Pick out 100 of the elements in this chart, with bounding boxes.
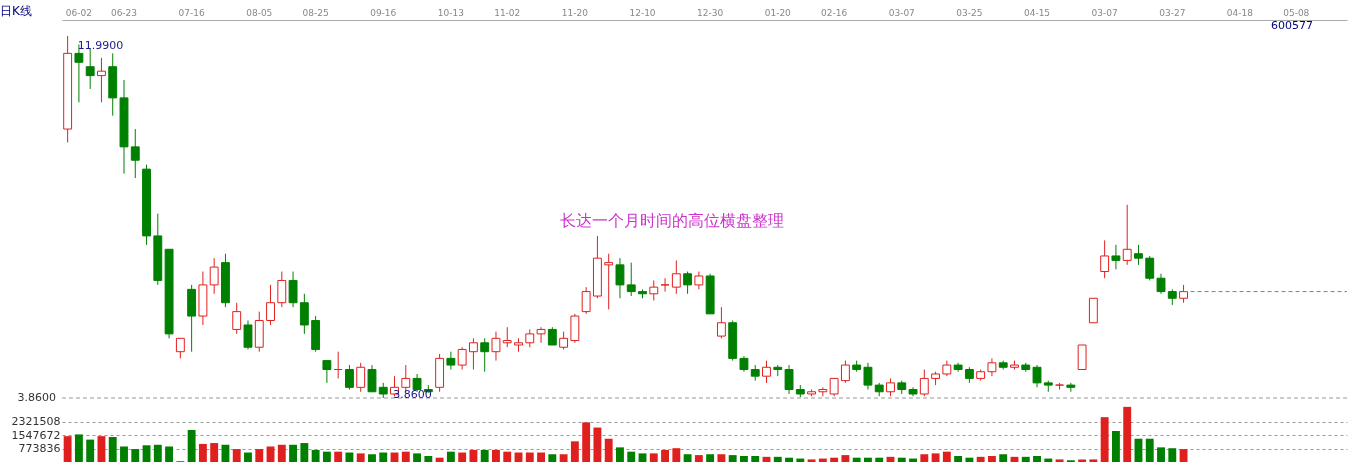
- bar: [469, 449, 478, 462]
- x-tick-label: 04-15: [1023, 7, 1051, 18]
- bar: [807, 459, 816, 462]
- bar: [706, 454, 715, 462]
- bar: [593, 427, 602, 462]
- candlestick: [502, 326, 512, 348]
- x-tick-label: 09-16: [370, 7, 397, 18]
- x-tick-label: 08-05: [246, 7, 273, 18]
- bar: [920, 454, 929, 462]
- candlestick: [491, 331, 501, 362]
- bar: [604, 438, 613, 462]
- bar: [131, 449, 140, 462]
- bar: [773, 456, 782, 462]
- bar: [537, 452, 545, 462]
- bar: [1111, 430, 1120, 462]
- bar: [864, 457, 872, 462]
- bar: [638, 453, 647, 462]
- y-tick-label: 2321508: [11, 415, 61, 429]
- bar: [1168, 448, 1177, 462]
- x-tick-label: 06-02: [65, 7, 92, 18]
- bar: [244, 452, 252, 462]
- x-tick-label: 06-23: [110, 7, 138, 18]
- x-tick-label: 12-10: [629, 7, 656, 18]
- candlestick: [480, 337, 490, 373]
- bar: [559, 454, 568, 462]
- candlestick: [97, 57, 106, 103]
- y-tick-label: 1547672: [11, 428, 61, 442]
- bar: [976, 456, 985, 462]
- bar: [627, 451, 636, 462]
- bar: [232, 449, 241, 462]
- candlestick: [1122, 204, 1132, 266]
- candlestick: [175, 337, 185, 359]
- x-tick-label: 08-25: [302, 7, 329, 18]
- x-tick-label: 02-16: [821, 7, 848, 18]
- candlestick: [1032, 364, 1042, 388]
- candlestick: [277, 271, 287, 308]
- annotation: 3.8600: [393, 388, 432, 401]
- bar: [300, 443, 309, 462]
- candlestick: [919, 369, 929, 397]
- bar: [694, 455, 703, 462]
- bar: [322, 451, 331, 462]
- bar: [446, 451, 455, 462]
- bar: [198, 443, 207, 462]
- candlestick: [671, 259, 681, 295]
- candlestick: [581, 286, 591, 315]
- bar: [672, 448, 681, 462]
- bar: [740, 455, 748, 462]
- bar: [1100, 417, 1109, 462]
- candlestick: [615, 257, 625, 299]
- bar: [987, 455, 996, 462]
- bar: [74, 434, 83, 462]
- candlestick: [818, 386, 828, 397]
- x-tick-label: 11-20: [561, 7, 589, 18]
- candlestick: [130, 128, 140, 179]
- bar: [683, 454, 692, 462]
- candlestick: [1111, 244, 1121, 270]
- candlestick: [266, 284, 275, 326]
- bar: [841, 455, 850, 462]
- bar: [289, 444, 298, 462]
- bar: [368, 454, 376, 462]
- bar: [311, 449, 320, 462]
- bar: [525, 452, 534, 462]
- bar: [649, 453, 658, 462]
- candlestick: [209, 257, 219, 295]
- bar: [751, 455, 760, 462]
- candlestick: [344, 364, 354, 391]
- x-tick-label: 03-07: [888, 7, 915, 18]
- bar: [999, 454, 1008, 462]
- candlestick: [660, 277, 670, 293]
- bar: [108, 437, 117, 462]
- x-tick-label: 01-20: [764, 7, 792, 18]
- bar: [458, 452, 467, 462]
- bar: [424, 455, 433, 462]
- bar: [334, 451, 343, 462]
- bar: [480, 449, 489, 462]
- bar: [1078, 459, 1087, 462]
- x-tick-label: 03-27: [1159, 7, 1186, 18]
- bar: [717, 454, 726, 462]
- bar: [1179, 449, 1188, 462]
- x-tick-label: 05-08: [1283, 7, 1310, 18]
- candlestick: [840, 360, 850, 384]
- candlestick: [322, 360, 332, 384]
- bar: [255, 449, 264, 462]
- annotation: 11.9900: [77, 39, 124, 52]
- candlestick: [626, 262, 636, 297]
- candlestick: [649, 279, 659, 301]
- x-tick-label: 04-18: [1226, 7, 1254, 18]
- bar: [548, 454, 557, 462]
- candlestick: [288, 271, 298, 308]
- bar: [221, 444, 230, 462]
- bar: [142, 445, 151, 462]
- bar: [931, 453, 940, 462]
- bar: [153, 444, 162, 462]
- bar: [86, 439, 95, 462]
- x-tick-label: 03-25: [956, 7, 983, 18]
- candlestick: [232, 302, 242, 335]
- bar: [413, 453, 422, 462]
- x-tick-label: 10-13: [437, 7, 464, 18]
- x-tick-label: 03-07: [1091, 7, 1118, 18]
- bar: [210, 443, 219, 462]
